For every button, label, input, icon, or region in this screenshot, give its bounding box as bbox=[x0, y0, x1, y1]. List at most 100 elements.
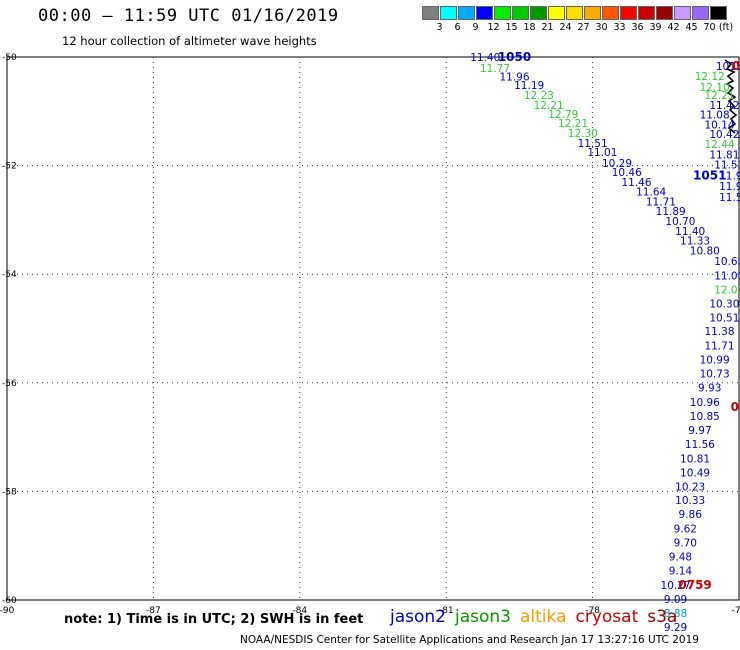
data-label: 11.51 bbox=[714, 160, 740, 172]
data-label: 11.51 bbox=[578, 138, 608, 150]
data-label: 8.88 bbox=[664, 608, 687, 620]
color-scale-tick: 18 bbox=[523, 22, 536, 33]
color-swatch bbox=[566, 6, 583, 20]
data-label: 9.62 bbox=[674, 523, 697, 535]
data-label: 12.21 bbox=[558, 118, 588, 130]
data-label: 12.12 bbox=[695, 71, 725, 83]
x-tick-label: -81 bbox=[439, 606, 454, 616]
data-label: 11.89 bbox=[656, 206, 686, 218]
data-label: 10.99 bbox=[700, 354, 730, 366]
color-scale-tick: 3 bbox=[436, 22, 443, 33]
color-swatch bbox=[476, 6, 493, 20]
data-label: 9.14 bbox=[669, 566, 693, 578]
color-scale-tick: 24 bbox=[559, 22, 572, 33]
y-tick-label: -52 bbox=[2, 162, 17, 172]
data-label: 10.23 bbox=[675, 482, 705, 494]
data-label: 11.81 bbox=[709, 150, 739, 162]
data-label: 10.27 bbox=[661, 580, 691, 592]
data-label: 11.71 bbox=[704, 340, 734, 352]
data-label: 12.44 bbox=[704, 139, 734, 151]
legend-jason2: jason2 bbox=[390, 607, 446, 627]
data-label: 11.40 bbox=[470, 52, 500, 64]
data-label: 1015 bbox=[716, 61, 740, 73]
legend-cryosat: cryosat bbox=[575, 607, 639, 627]
y-tick-label: -50 bbox=[2, 53, 17, 63]
data-label: 12.21 bbox=[534, 100, 564, 112]
data-label: 10.29 bbox=[602, 158, 632, 170]
data-label: 12.21 bbox=[704, 90, 734, 102]
data-label: 10.42 bbox=[709, 129, 739, 141]
satellite-legend: jason2 jason3 altika cryosat s3a bbox=[390, 607, 686, 627]
data-label: 1050 bbox=[498, 50, 531, 64]
color-swatch bbox=[512, 6, 529, 20]
data-label: 11.42 bbox=[709, 100, 739, 112]
data-label: 12.23 bbox=[524, 90, 554, 102]
coastline bbox=[724, 59, 738, 134]
color-scale-tick: 21 bbox=[541, 22, 554, 33]
data-label: 11.96 bbox=[499, 72, 529, 84]
color-swatch bbox=[548, 6, 565, 20]
x-tick-label: -75 bbox=[732, 606, 740, 616]
data-label: 12.10 bbox=[700, 82, 730, 94]
data-label: 10.73 bbox=[700, 369, 730, 381]
color-scale-tick: 45 bbox=[685, 22, 698, 33]
data-label: 07 bbox=[731, 400, 740, 414]
color-scale-tick: 9 bbox=[472, 22, 479, 33]
x-tick-label: -84 bbox=[292, 606, 307, 616]
data-label: 11.08 bbox=[700, 110, 730, 122]
data-label: 9.86 bbox=[679, 509, 703, 521]
color-scale-tick: 42 bbox=[667, 22, 680, 33]
data-label: 11.77 bbox=[480, 63, 510, 75]
color-scale-tick: 27 bbox=[577, 22, 590, 33]
color-scale-tick: 15 bbox=[505, 22, 518, 33]
color-swatch bbox=[584, 6, 601, 20]
data-label: 10.70 bbox=[665, 216, 695, 228]
color-swatch bbox=[440, 6, 457, 20]
color-scale-tick: 6 bbox=[454, 22, 461, 33]
data-label: 10.46 bbox=[612, 167, 642, 179]
color-scale-tick: 33 bbox=[613, 22, 626, 33]
note-text: note: 1) Time is in UTC; 2) SWH is in fe… bbox=[64, 612, 364, 627]
data-label: 9.48 bbox=[669, 552, 692, 564]
data-label: 11.38 bbox=[704, 326, 734, 338]
color-scale-tick: 30 bbox=[595, 22, 608, 33]
data-label: 9.09 bbox=[664, 594, 687, 606]
data-label: 11.93 bbox=[719, 181, 740, 193]
data-label: 0349 bbox=[732, 59, 740, 73]
color-scale-tick: 12 bbox=[487, 22, 500, 33]
y-tick-label: -54 bbox=[2, 270, 17, 280]
chart-subtitle: 12 hour collection of altimeter wave hei… bbox=[62, 34, 317, 48]
plot-frame bbox=[6, 56, 740, 601]
data-label: 11.46 bbox=[621, 177, 651, 189]
data-label: 10.80 bbox=[690, 245, 720, 257]
color-swatch bbox=[458, 6, 475, 20]
data-label: 10.81 bbox=[680, 453, 710, 465]
data-label: 10.14 bbox=[704, 119, 734, 131]
data-label: 10.30 bbox=[709, 299, 739, 311]
color-swatch bbox=[494, 6, 511, 20]
data-label: 11.40 bbox=[675, 226, 705, 238]
data-label: 11.57 bbox=[719, 192, 740, 204]
y-tick-label: -60 bbox=[2, 596, 17, 606]
color-swatch bbox=[638, 6, 655, 20]
data-label: 11.01 bbox=[587, 147, 617, 159]
data-label: 9.97 bbox=[688, 425, 711, 437]
color-swatch bbox=[602, 6, 619, 20]
color-swatch bbox=[656, 6, 673, 20]
data-label: 10.49 bbox=[680, 467, 710, 479]
color-scale-tick: 36 bbox=[631, 22, 644, 33]
data-label: 12.79 bbox=[548, 109, 578, 121]
y-tick-label: -56 bbox=[2, 379, 17, 389]
data-label: 9.93 bbox=[698, 383, 721, 395]
data-label: 11.00 bbox=[714, 270, 740, 282]
data-label: 10.51 bbox=[709, 313, 739, 325]
color-scale-tick: 39 bbox=[649, 22, 662, 33]
data-label: 11.33 bbox=[680, 236, 710, 248]
data-label: 9.70 bbox=[674, 537, 697, 549]
color-swatch bbox=[710, 6, 727, 20]
color-swatch bbox=[692, 6, 709, 20]
legend-jason3: jason3 bbox=[455, 607, 511, 627]
data-label: 10.60 bbox=[714, 256, 740, 268]
chart-title: 00:00 – 11:59 UTC 01/16/2019 bbox=[38, 6, 339, 26]
